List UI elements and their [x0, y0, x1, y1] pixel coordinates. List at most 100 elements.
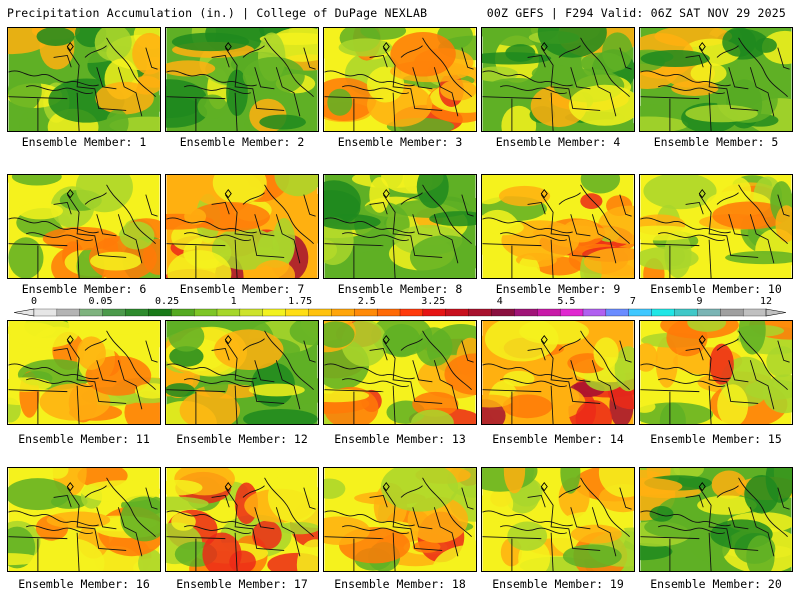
- state-boundary-line: [482, 70, 573, 87]
- state-boundary-line: [224, 340, 285, 404]
- ensemble-member-map: [639, 320, 793, 425]
- state-boundary-line: [591, 360, 617, 410]
- colorbar-tick-label: 3.25: [421, 296, 446, 307]
- precip-map-svg: [481, 27, 635, 132]
- state-boundary-line: [558, 338, 581, 351]
- state-boundary-line: [540, 47, 601, 111]
- precip-contour-blob: [90, 251, 142, 271]
- precip-contour-blob: [516, 255, 541, 278]
- state-boundary-line: [591, 507, 617, 557]
- precip-contour-blob: [252, 520, 282, 550]
- state-boundary-line: [580, 477, 630, 537]
- colorbar-swatch: [239, 308, 264, 317]
- colorbar-swatch: [674, 308, 698, 317]
- state-boundary-line: [324, 243, 384, 247]
- precip-contour-blob: [409, 235, 476, 278]
- state-boundary-line: [96, 507, 117, 530]
- state-boundary-line: [166, 96, 226, 100]
- colorbar-tick-label: 0: [30, 296, 38, 307]
- precip-contour-blob: [568, 84, 634, 126]
- precip-map-svg: [481, 320, 635, 425]
- state-boundary-line: [145, 194, 158, 217]
- station-marker-icon: [382, 334, 390, 345]
- state-boundary-line: [570, 360, 591, 383]
- state-boundary-line: [657, 525, 725, 534]
- state-boundary-line: [550, 239, 554, 278]
- colorbar-swatch: [491, 308, 515, 317]
- state-boundary-line: [254, 67, 275, 90]
- precip-contour-blob: [709, 343, 734, 385]
- state-boundary-line: [392, 385, 396, 424]
- state-boundary-line: [698, 47, 759, 111]
- precip-contour-blob: [10, 321, 79, 348]
- state-boundary-line: [482, 363, 573, 380]
- colorbar-tick-label: 4: [496, 296, 503, 307]
- state-boundary-line: [412, 360, 433, 383]
- precip-map-svg: [7, 320, 161, 425]
- state-boundary-line: [716, 485, 739, 498]
- precip-contour-blob: [640, 116, 689, 131]
- precip-map-svg: [323, 320, 477, 425]
- precip-contour-blob: [76, 336, 106, 370]
- state-boundary-line: [698, 340, 759, 404]
- colorbar-swatch: [537, 308, 561, 317]
- state-boundary-line: [166, 389, 226, 393]
- precip-contour-blob: [444, 353, 476, 395]
- state-boundary-line: [708, 385, 712, 424]
- precip-contour-blob: [167, 250, 232, 278]
- colorbar-swatch: [628, 308, 653, 317]
- precip-contour-blob: [440, 79, 476, 101]
- state-boundary-line: [540, 487, 601, 551]
- precip-map-svg: [481, 467, 635, 572]
- colorbar-tick-label: 1: [230, 296, 237, 307]
- colorbar-swatch: [445, 308, 470, 317]
- precip-map-svg: [7, 174, 161, 279]
- colorbar-swatch: [422, 308, 447, 317]
- state-boundary-line: [657, 232, 725, 241]
- state-boundary-line: [234, 532, 238, 571]
- state-boundary-line: [324, 510, 415, 527]
- ensemble-member-map: [7, 467, 161, 572]
- state-boundary-line: [422, 477, 472, 537]
- precip-contour-blob: [505, 44, 536, 62]
- precip-contour-blob: [94, 28, 132, 61]
- state-boundary-line: [145, 487, 158, 510]
- colorbar-swatch: [742, 308, 767, 317]
- precip-contour-blob: [338, 38, 393, 57]
- precip-contour-blob: [253, 260, 296, 278]
- state-boundary-line: [183, 525, 251, 534]
- precip-contour-blob: [503, 468, 526, 494]
- ensemble-member-label: Ensemble Member: 19: [492, 577, 624, 591]
- state-boundary-line: [341, 525, 409, 534]
- precip-contour-blob: [169, 346, 204, 367]
- state-boundary-line: [8, 243, 68, 247]
- state-boundary-line: [777, 340, 790, 363]
- ensemble-member-map: [165, 27, 319, 132]
- state-boundary-line: [369, 54, 388, 68]
- state-boundary-line: [96, 67, 117, 90]
- colorbar-swatch: [582, 308, 607, 317]
- state-boundary-line: [84, 485, 107, 498]
- state-boundary-line: [234, 385, 238, 424]
- colorbar-swatch: [514, 308, 538, 317]
- state-boundary-line: [106, 37, 156, 97]
- station-marker-icon: [382, 188, 390, 199]
- run-valid-time: 00Z GEFS | F294 Valid: 06Z SAT NOV 29 20…: [486, 6, 786, 20]
- precip-contour-blob: [259, 114, 306, 130]
- colorbar-swatch: [285, 308, 309, 317]
- colorbar-swatch: [331, 308, 355, 317]
- station-marker-icon: [698, 41, 706, 52]
- state-boundary-line: [433, 214, 459, 264]
- state-boundary-line: [264, 330, 314, 390]
- precip-contour-blob: [34, 537, 105, 571]
- ensemble-member-map: [323, 27, 477, 132]
- state-boundary-line: [698, 194, 759, 258]
- state-boundary-line: [738, 37, 788, 97]
- colorbar-swatch: [376, 308, 401, 317]
- state-boundary-line: [53, 54, 72, 68]
- precip-map-svg: [7, 467, 161, 572]
- state-boundary-line: [242, 338, 265, 351]
- precip-contour-blob: [482, 394, 513, 408]
- state-boundary-line: [324, 217, 415, 234]
- precip-map-svg: [639, 467, 793, 572]
